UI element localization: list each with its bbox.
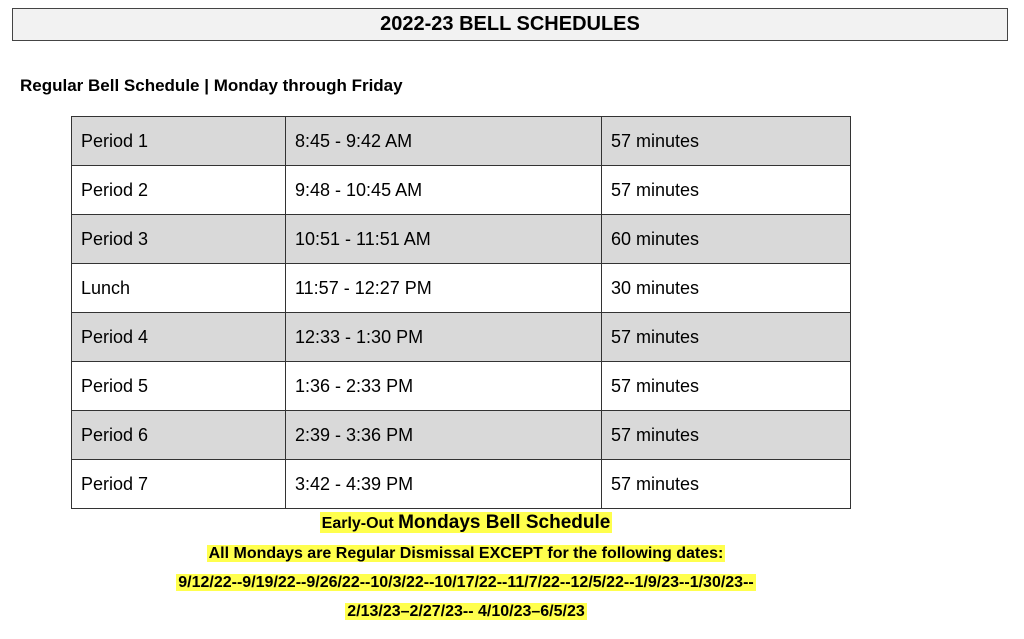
regular-schedule-heading: Regular Bell Schedule | Monday through F… <box>20 76 403 95</box>
early-out-title: Mondays Bell Schedule <box>398 512 611 533</box>
period-cell: Period 5 <box>71 361 286 411</box>
duration-cell: 57 minutes <box>601 312 851 362</box>
time-cell: 3:42 - 4:39 PM <box>285 459 602 509</box>
period-cell: Period 4 <box>71 312 286 362</box>
period-cell: Period 3 <box>71 214 286 264</box>
time-cell: 10:51 - 11:51 AM <box>285 214 602 264</box>
time-cell: 11:57 - 12:27 PM <box>285 263 602 313</box>
time-cell: 9:48 - 10:45 AM <box>285 165 602 215</box>
time-cell: 1:36 - 2:33 PM <box>285 361 602 411</box>
early-out-dates-1: 9/12/22--9/19/22--9/26/22--10/3/22--10/1… <box>0 574 932 592</box>
table-row: Period 7 3:42 - 4:39 PM 57 minutes <box>71 459 851 509</box>
early-out-note: All Mondays are Regular Dismissal EXCEPT… <box>0 545 932 563</box>
dates-text: 9/12/22--9/19/22--9/26/22--10/3/22--10/1… <box>176 574 756 591</box>
early-out-dates-2: 2/13/23–2/27/23-- 4/10/23–6/5/23 <box>0 603 932 621</box>
duration-cell: 60 minutes <box>601 214 851 264</box>
duration-cell: 57 minutes <box>601 459 851 509</box>
dates-text: 2/13/23–2/27/23-- 4/10/23–6/5/23 <box>345 603 587 620</box>
duration-cell: 57 minutes <box>601 165 851 215</box>
period-cell: Lunch <box>71 263 286 313</box>
time-cell: 8:45 - 9:42 AM <box>285 116 602 166</box>
table-row: Period 2 9:48 - 10:45 AM 57 minutes <box>71 165 851 215</box>
duration-cell: 30 minutes <box>601 263 851 313</box>
period-cell: Period 7 <box>71 459 286 509</box>
time-cell: 12:33 - 1:30 PM <box>285 312 602 362</box>
period-cell: Period 6 <box>71 410 286 460</box>
period-cell: Period 1 <box>71 116 286 166</box>
table-row: Period 5 1:36 - 2:33 PM 57 minutes <box>71 361 851 411</box>
table-row: Period 1 8:45 - 9:42 AM 57 minutes <box>71 116 851 166</box>
period-cell: Period 2 <box>71 165 286 215</box>
table-row: Period 6 2:39 - 3:36 PM 57 minutes <box>71 410 851 460</box>
table-row: Lunch 11:57 - 12:27 PM 30 minutes <box>71 263 851 313</box>
duration-cell: 57 minutes <box>601 361 851 411</box>
duration-cell: 57 minutes <box>601 116 851 166</box>
early-out-prefix: Early-Out <box>321 515 399 532</box>
bell-schedule-table: Period 1 8:45 - 9:42 AM 57 minutes Period 2… <box>71 116 851 509</box>
time-cell: 2:39 - 3:36 PM <box>285 410 602 460</box>
duration-cell: 57 minutes <box>601 410 851 460</box>
early-out-heading: Early-Out Mondays Bell Schedule <box>0 512 932 534</box>
table-row: Period 3 10:51 - 11:51 AM 60 minutes <box>71 214 851 264</box>
table-row: Period 4 12:33 - 1:30 PM 57 minutes <box>71 312 851 362</box>
early-out-note-text: All Mondays are Regular Dismissal EXCEPT… <box>206 545 726 562</box>
page-title: 2022-23 BELL SCHEDULES <box>12 8 1008 41</box>
